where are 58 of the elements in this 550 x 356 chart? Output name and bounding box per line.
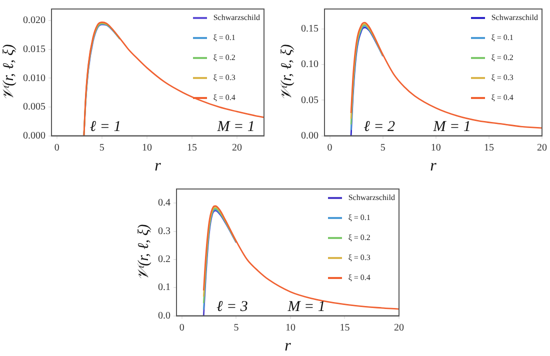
- legend-label: Schwarzschild: [348, 193, 395, 202]
- annotation: ℓ = 3: [216, 299, 248, 316]
- y-tick-label: 0.020: [23, 15, 46, 26]
- y-tick-label: 0.005: [23, 102, 46, 113]
- line-series: [83, 22, 264, 136]
- y-axis-title: 𝒱ᵗ(r, ℓ, ξ): [136, 224, 152, 281]
- y-tick-label: 0.015: [23, 44, 46, 55]
- x-tick-label: 0: [327, 142, 332, 154]
- annotation: ℓ = 2: [364, 119, 396, 136]
- annotation: M = 1: [432, 119, 471, 136]
- x-tick-label: 5: [99, 142, 104, 154]
- annotation: M = 1: [216, 119, 255, 136]
- y-tick-label: 0.2: [158, 254, 170, 266]
- x-tick-label: 10: [285, 322, 296, 334]
- legend-label: Schwarzschild: [491, 13, 538, 22]
- x-tick-label: 10: [142, 142, 152, 154]
- x-tick-label: 15: [340, 322, 350, 334]
- y-axis-title: 𝒱ᵗ(r, ℓ, ξ): [0, 44, 17, 101]
- y-tick-label: 0.010: [23, 72, 46, 84]
- legend-label: ξ = 0.3: [213, 73, 236, 82]
- legend-label: Schwarzschild: [213, 13, 260, 22]
- legend-label: ξ = 0.4: [491, 93, 514, 102]
- y-tick-label: 0.1: [158, 282, 170, 294]
- x-tick-label: 15: [484, 142, 494, 154]
- legend-label: ξ = 0.2: [348, 233, 370, 242]
- x-tick-label: 0: [54, 142, 60, 154]
- y-tick-label: 0.000: [23, 130, 46, 142]
- x-tick-label: 10: [430, 142, 441, 154]
- legend-label: ξ = 0.2: [213, 53, 236, 62]
- legend-label: ξ = 0.1: [213, 33, 236, 42]
- x-axis-title: r: [284, 338, 292, 355]
- annotation: M = 1: [286, 299, 326, 316]
- legend-label: ξ = 0.4: [213, 93, 236, 102]
- x-tick-label: 20: [537, 142, 547, 154]
- y-tick-label: 0.15: [301, 24, 318, 35]
- y-tick-label: 0.10: [301, 59, 318, 70]
- y-tick-label: 0.0: [158, 310, 170, 322]
- x-tick-label: 5: [234, 322, 239, 334]
- y-tick-label: 0.05: [301, 94, 318, 106]
- x-tick-label: 15: [186, 142, 197, 154]
- y-tick-label: 0.00: [301, 130, 318, 142]
- legend-label: ξ = 0.1: [491, 33, 514, 42]
- legend-label: ξ = 0.1: [348, 213, 370, 222]
- annotation: ℓ = 1: [90, 119, 122, 136]
- y-tick-label: 0.3: [158, 226, 170, 237]
- x-tick-label: 5: [380, 142, 386, 154]
- line-series: [202, 205, 399, 310]
- x-tick-label: 0: [179, 322, 184, 334]
- y-tick-label: 0.4: [158, 198, 170, 209]
- y-axis-title: 𝒱ᵗ(r, ℓ, ξ): [278, 44, 295, 101]
- x-axis-title: r: [154, 158, 162, 175]
- legend-label: ξ = 0.4: [348, 273, 370, 282]
- legend-label: ξ = 0.3: [348, 253, 370, 262]
- x-tick-label: 20: [232, 142, 242, 154]
- x-axis-title: r: [430, 158, 438, 175]
- legend-label: ξ = 0.2: [491, 53, 514, 62]
- legend-label: ξ = 0.3: [491, 73, 514, 82]
- x-tick-label: 20: [394, 322, 404, 334]
